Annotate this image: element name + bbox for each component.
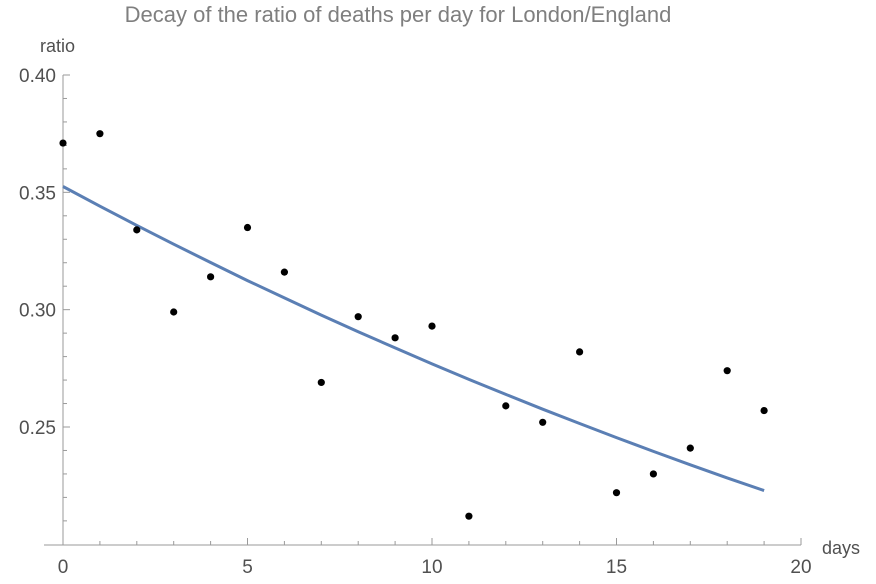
x-axis-label: days xyxy=(822,538,860,558)
y-tick-label: 0.40 xyxy=(19,66,56,87)
x-tick-label: 5 xyxy=(242,557,253,578)
data-point xyxy=(317,378,325,387)
data-point xyxy=(280,268,288,276)
y-axis-label: ratio xyxy=(40,36,75,56)
data-points xyxy=(59,130,768,520)
x-tick-label: 20 xyxy=(790,557,811,578)
axis-ticks: 0 5 10 15 20 0.25 0.30 0.35 0.40 xyxy=(19,66,812,578)
y-tick-label: 0.25 xyxy=(19,418,56,439)
data-point xyxy=(391,334,399,342)
data-point xyxy=(243,223,252,232)
chart-title: Decay of the ratio of deaths per day for… xyxy=(125,2,672,27)
data-point xyxy=(354,313,362,321)
data-point xyxy=(723,367,731,375)
data-point xyxy=(170,308,178,316)
data-point xyxy=(428,322,436,330)
data-point xyxy=(59,139,67,147)
x-tick-label: 0 xyxy=(58,557,69,578)
data-point xyxy=(686,444,694,452)
data-point xyxy=(502,402,510,410)
data-point xyxy=(96,130,104,138)
data-point xyxy=(760,406,768,415)
data-point xyxy=(576,348,584,356)
fit-curve xyxy=(62,185,765,493)
data-point xyxy=(612,489,621,497)
data-point xyxy=(207,273,215,281)
data-point xyxy=(539,418,547,426)
data-point xyxy=(133,226,141,234)
x-tick-label: 10 xyxy=(421,557,442,578)
data-point xyxy=(465,512,473,520)
x-tick-label: 15 xyxy=(606,557,627,578)
y-tick-label: 0.35 xyxy=(19,183,56,204)
y-tick-label: 0.30 xyxy=(19,301,56,322)
data-point xyxy=(649,470,658,478)
